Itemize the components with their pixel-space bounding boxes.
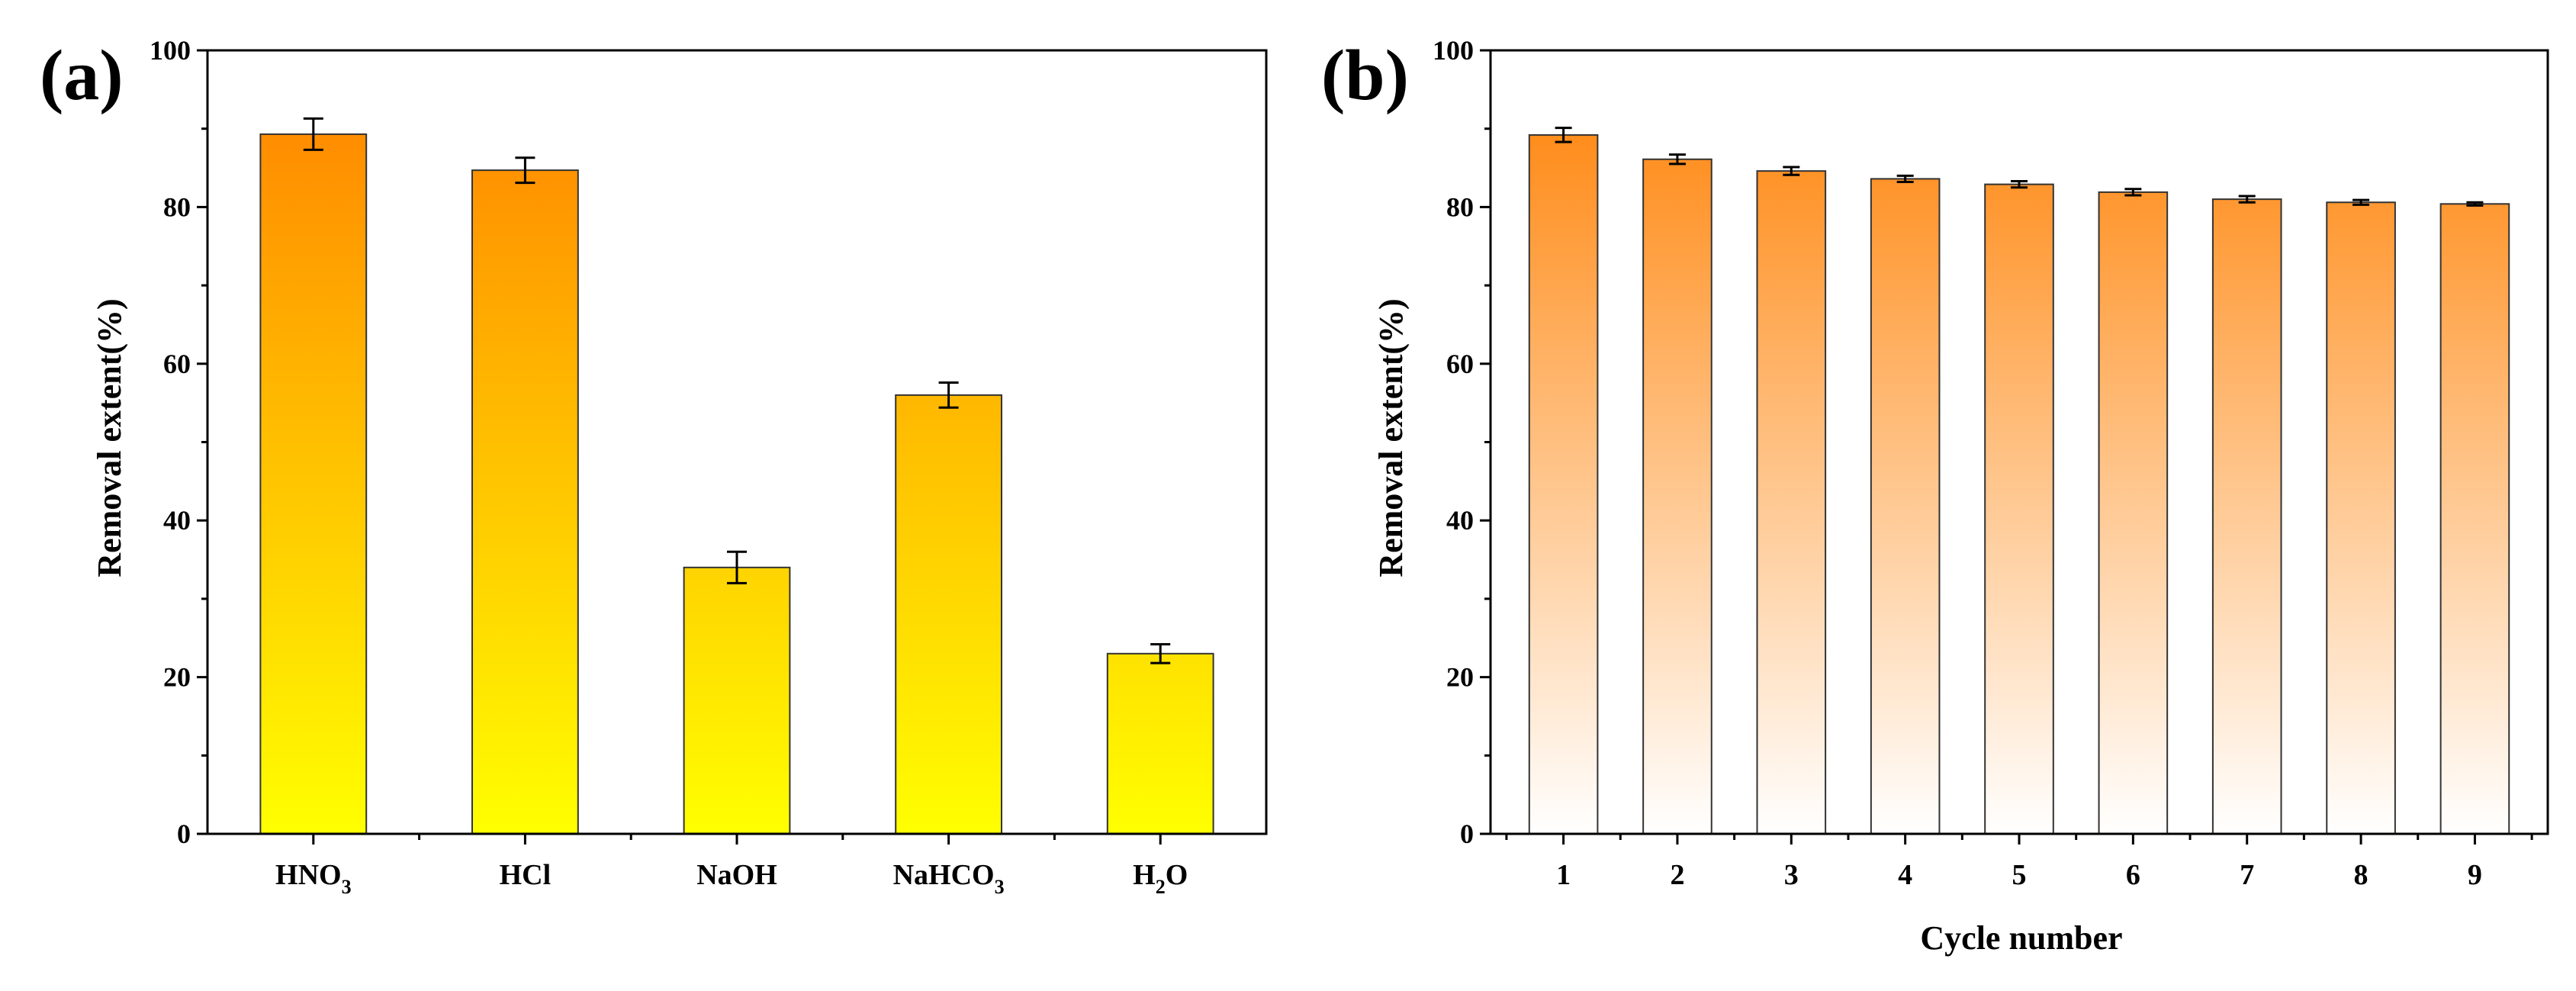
panel-a-y-tick-label: 20 xyxy=(163,662,191,693)
panel-b: (b) Removal extent(%) Cycle number 0 20 40… xyxy=(1321,35,2549,957)
panel-b-x-axis-title: Cycle number xyxy=(1920,919,2122,957)
panel-b-bar-5 xyxy=(1984,183,2054,835)
panel-b-y-tick-label: 80 xyxy=(1446,191,1474,222)
panel-b-x-tick-label-7: 7 xyxy=(2240,859,2254,891)
label-subscript: 3 xyxy=(342,876,352,898)
panel-b-error-bar-3 xyxy=(1783,166,1800,176)
label-tail: O xyxy=(1166,859,1188,891)
label-base: NaHCO xyxy=(893,859,995,891)
label-base: H xyxy=(1133,859,1156,891)
panel-a-bar-3 xyxy=(683,566,791,835)
panel-b-plot-area: 0 20 40 60 80 100 1 2 3 4 5 6 7 8 9 xyxy=(1433,35,2549,891)
label-base: HNO xyxy=(275,859,342,891)
panel-b-bar-1 xyxy=(1528,134,1599,835)
panel-b-error-bar-8 xyxy=(2352,198,2370,206)
panel-a-x-tick-label-4: NaHCO3 xyxy=(893,859,1005,898)
panel-b-y-tick-label: 100 xyxy=(1433,35,1474,66)
panel-b-x-tick-label-6: 6 xyxy=(2126,859,2140,891)
panel-a-bar-1 xyxy=(259,133,368,835)
panel-a-y-tick-label: 60 xyxy=(163,349,191,379)
panel-a-x-tick-label-3: NaOH xyxy=(696,859,777,891)
panel-b-y-tick-label: 60 xyxy=(1446,349,1474,379)
panel-b-y-axis-title: Removal extent(%) xyxy=(1372,298,1410,577)
panel-a-y-tick-label: 40 xyxy=(163,505,191,536)
panel-b-x-tick-label-9: 9 xyxy=(2468,859,2482,891)
label-subscript: 3 xyxy=(995,876,1005,898)
panel-a-error-bar-2 xyxy=(515,156,535,185)
panel-a-error-bar-5 xyxy=(1150,642,1171,664)
panel-a-x-tick-label-1: HNO3 xyxy=(275,859,352,898)
panel-b-y-tick-label: 40 xyxy=(1446,505,1474,536)
panel-b-x-tick-label-5: 5 xyxy=(2012,859,2027,891)
panel-a-bar-2 xyxy=(471,169,579,835)
label-base: NaOH xyxy=(696,859,777,891)
panel-b-x-tick-label-3: 3 xyxy=(1784,859,1799,891)
panel-b-bar-4 xyxy=(1870,178,1941,835)
panel-a-error-bar-1 xyxy=(303,117,323,151)
panel-b-x-tick-label-4: 4 xyxy=(1898,859,1912,891)
panel-a-x-tick-label-2: HCl xyxy=(500,859,552,891)
panel-a-y-axis-title: Removal extent(%) xyxy=(91,298,128,577)
panel-a-letter: (a) xyxy=(40,36,124,115)
panel-b-bar-9 xyxy=(2439,203,2510,835)
panel-b-letter: (b) xyxy=(1321,36,1409,115)
panel-a-error-bar-4 xyxy=(938,381,959,409)
panel-b-error-bar-7 xyxy=(2238,195,2256,204)
panel-a-y-tick-label: 100 xyxy=(150,35,191,66)
panel-b-error-bar-6 xyxy=(2124,188,2142,197)
panel-b-error-bar-9 xyxy=(2466,201,2484,207)
panel-b-y-tick-label: 0 xyxy=(1460,819,1474,849)
panel-b-x-tick-label-2: 2 xyxy=(1670,859,1684,891)
panel-b-error-bar-5 xyxy=(2011,180,2028,189)
panel-b-bar-7 xyxy=(2211,198,2282,835)
panel-b-bar-3 xyxy=(1756,170,1827,835)
panel-b-bar-2 xyxy=(1642,158,1713,835)
panel-b-x-tick-label-8: 8 xyxy=(2354,859,2369,891)
panel-b-error-bar-4 xyxy=(1896,174,1914,184)
panel-a-error-bar-3 xyxy=(727,550,747,584)
label-base: HCl xyxy=(500,859,552,891)
panel-b-error-bar-2 xyxy=(1668,153,1686,166)
panel-b-error-bar-1 xyxy=(1555,127,1572,143)
panel-a-y-tick-label: 80 xyxy=(163,191,191,222)
panel-b-y-tick-label: 20 xyxy=(1446,662,1474,693)
panel-a-x-tick-label-5: H2O xyxy=(1133,859,1188,898)
panel-b-x-tick-label-1: 1 xyxy=(1556,859,1571,891)
panel-a-y-tick-label: 0 xyxy=(177,819,191,849)
panel-a-bar-5 xyxy=(1106,652,1214,835)
label-subscript: 2 xyxy=(1156,876,1166,898)
panel-a-bar-4 xyxy=(895,394,1002,835)
panel-b-bar-8 xyxy=(2326,201,2396,835)
panel-b-bar-6 xyxy=(2098,191,2169,835)
